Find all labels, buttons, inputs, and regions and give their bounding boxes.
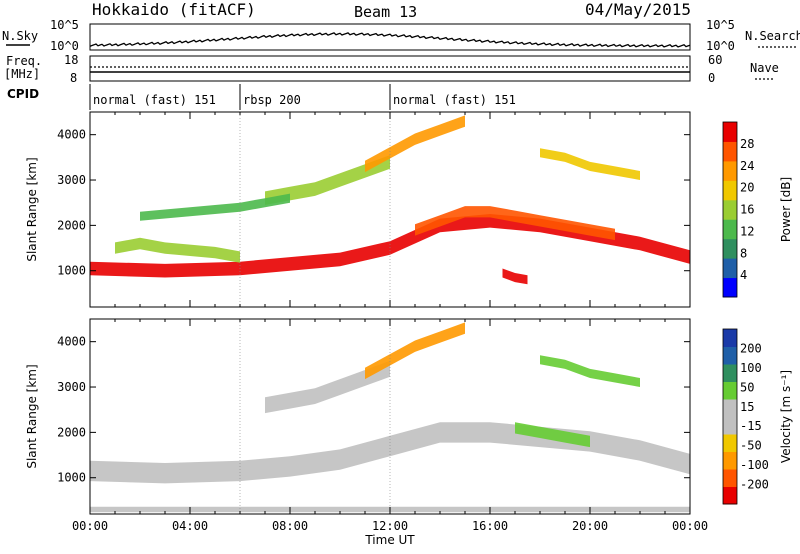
power-panel: 1000 2000 3000 4000 Slant Range [km] 28 24 20 16… [25, 111, 793, 308]
x-tick-label: 04:00 [172, 519, 208, 533]
colorbar-tick-label: 24 [740, 159, 754, 173]
colorbar-swatch [723, 141, 737, 162]
colorbar-tick-label: 8 [740, 246, 747, 260]
colorbar-tick-label: -100 [740, 458, 769, 472]
colorbar-swatch [723, 160, 737, 181]
y-tick-label: 1000 [57, 264, 86, 278]
x-tick-label: 00:00 [672, 519, 708, 533]
colorbar-swatch [723, 381, 737, 400]
colorbar-swatch [723, 399, 737, 417]
colorbar-swatch [723, 346, 737, 365]
colorbar-swatch [723, 258, 737, 279]
y-tick-label: 1000 [57, 471, 86, 485]
cpid-segments: normal (fast) 151 rbsp 200 normal (fast) 1… [89, 84, 516, 110]
colorbar-tick-label: 4 [740, 268, 747, 282]
nsearch-tick-bottom: 10^0 [706, 39, 735, 53]
y-axis-label: Slant Range [km] [25, 364, 39, 468]
heatmap-band [540, 148, 640, 180]
nave-tick-top: 60 [708, 53, 722, 67]
x-tick-label: 08:00 [272, 519, 308, 533]
colorbar-tick-label: 16 [740, 203, 754, 217]
nsky-label: N.Sky [2, 29, 38, 43]
cpid-segment-label: rbsp 200 [243, 93, 301, 107]
colorbar-swatch [723, 364, 737, 382]
freq-panel [89, 55, 691, 82]
date-label: 04/May/2015 [585, 0, 691, 19]
colorbar-label: Power [dB] [779, 177, 793, 242]
heatmap-band [265, 360, 390, 414]
heatmap-band [90, 214, 690, 278]
nsky-tick-top: 10^5 [50, 18, 79, 32]
freq-tick-bottom: 8 [70, 71, 77, 85]
heatmap-band [415, 206, 615, 241]
y-tick-label: 2000 [57, 425, 86, 439]
nsearch-tick-top: 10^5 [706, 18, 735, 32]
y-tick-label: 4000 [57, 128, 86, 142]
colorbar-swatch [723, 219, 737, 240]
x-axis-label: Time UT [364, 533, 415, 547]
colorbar-swatch [723, 451, 737, 470]
nave-tick-bottom: 0 [708, 71, 715, 85]
x-tick-label: 00:00 [72, 519, 108, 533]
cpid-label: CPID [7, 87, 39, 101]
y-tick-label: 3000 [57, 380, 86, 394]
colorbar-tick-label: 28 [740, 137, 754, 151]
colorbar-swatch [723, 180, 737, 201]
y-axis-label: Slant Range [km] [25, 157, 39, 261]
x-tick-label: 20:00 [572, 519, 608, 533]
colorbar-frame [722, 328, 738, 505]
colorbar-tick-label: -50 [740, 439, 762, 453]
beam-label: Beam 13 [354, 3, 417, 21]
heatmap-band [540, 355, 640, 387]
colorbar-swatch [723, 199, 737, 220]
colorbar-swatch [723, 486, 737, 505]
colorbar-swatch [723, 434, 737, 452]
colorbar-frame [722, 121, 738, 298]
nsearch-label: N.Search [745, 29, 800, 43]
colorbar-swatch [723, 277, 737, 298]
freq-tick-top: 18 [64, 53, 78, 67]
y-tick-label: 3000 [57, 173, 86, 187]
colorbar-swatch [723, 122, 737, 142]
colorbar-tick-label: 15 [740, 400, 754, 414]
heatmap-bands [90, 322, 690, 513]
cpid-segment-label: normal (fast) 151 [93, 93, 216, 107]
nsky-trace [89, 32, 691, 48]
freq-label: Freq. [6, 54, 42, 68]
colorbar-tick-label: 20 [740, 181, 754, 195]
heatmap-band [365, 322, 465, 380]
colorbar-tick-label: 100 [740, 361, 762, 375]
colorbar-label: Velocity [m s⁻¹] [779, 370, 793, 463]
colorbar-swatch [723, 329, 737, 347]
velocity-panel: 1000 2000 3000 4000 00:00 04:00 08:00 12:00 16:0… [25, 318, 793, 547]
y-tick-label: 4000 [57, 335, 86, 349]
colorbar-swatch [723, 416, 737, 435]
colorbar-tick-label: -200 [740, 478, 769, 492]
colorbar-tick-label: -15 [740, 419, 762, 433]
plot-title: Hokkaido (fitACF) [92, 0, 256, 19]
nave-label: Nave [750, 61, 779, 75]
heatmap-band [365, 115, 465, 173]
heatmap-band [90, 422, 690, 484]
colorbar-swatch [723, 469, 737, 487]
colorbar-tick-label: 200 [740, 341, 762, 355]
nsky-panel [89, 23, 691, 51]
y-tick-label: 2000 [57, 218, 86, 232]
heatmap-band [515, 422, 590, 448]
colorbar-tick-label: 50 [740, 380, 754, 394]
colorbar-tick-label: 12 [740, 224, 754, 238]
nsky-tick-bottom: 10^0 [50, 39, 79, 53]
heatmap-band [265, 155, 390, 205]
x-tick-label: 12:00 [372, 519, 408, 533]
heatmap-band [140, 193, 290, 221]
colorbar-swatch [723, 238, 737, 259]
heatmap-band [115, 237, 240, 263]
heatmap-band [502, 268, 528, 285]
cpid-segment-label: normal (fast) 151 [393, 93, 516, 107]
freq-unit-label: [MHz] [4, 67, 40, 81]
x-tick-label: 16:00 [472, 519, 508, 533]
